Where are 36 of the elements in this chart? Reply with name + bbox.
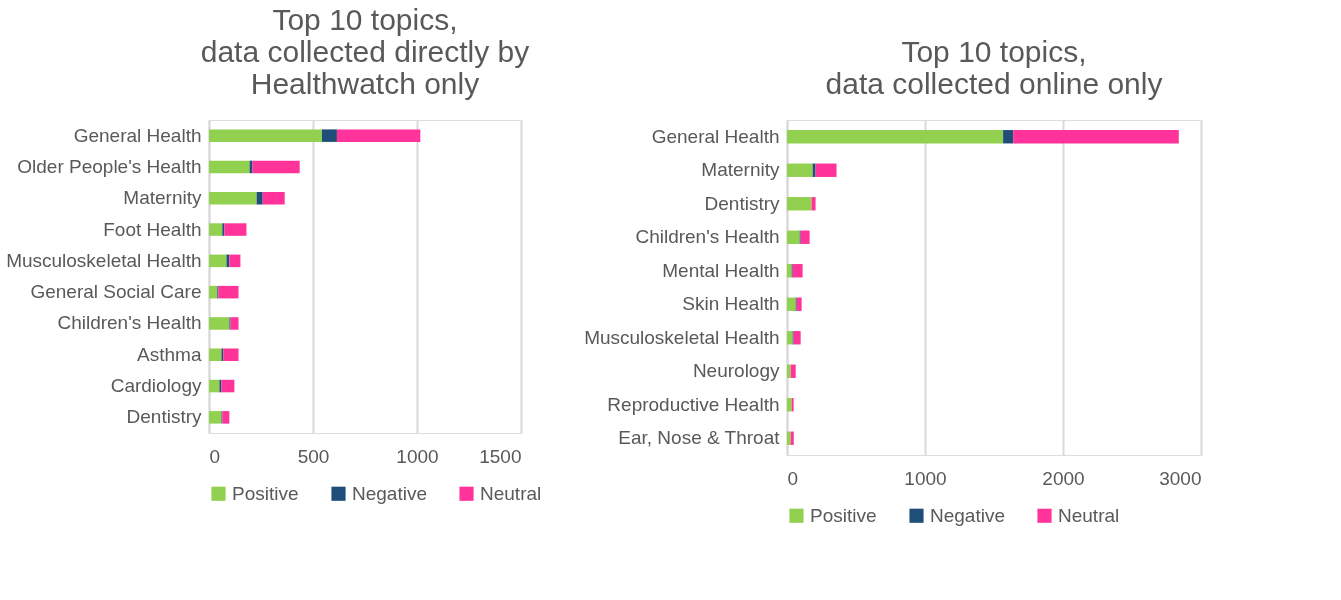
legend-label: Positive [810,504,877,526]
y-tick-label: Children's Health [635,226,780,248]
x-tick-label: 1500 [479,445,522,467]
y-tick-label: Asthma [137,343,202,365]
y-tick-label: Children's Health [57,312,202,334]
y-tick-label: Musculoskeletal Health [584,326,780,348]
chart-title: Top 10 topics, data collected directly by Healthwatch only [200,3,530,100]
y-tick-label: Older People's Health [17,155,202,177]
y-tick-label: Skin Health [682,293,780,315]
y-tick-label: Mental Health [662,259,780,281]
x-tick-label: 1000 [904,467,947,489]
x-tick-label: 2000 [1042,467,1085,489]
y-tick-label: Dentistry [126,406,202,428]
x-tick-label: 0 [787,467,799,489]
y-tick-label: General Health [651,125,780,147]
x-tick-label: 3000 [1159,467,1202,489]
y-tick-label: Maternity [701,159,780,181]
y-tick-label: Dentistry [704,192,780,214]
x-tick-label: 0 [209,445,221,467]
chart-title: Top 10 topics, data collected online only [825,35,1163,100]
y-tick-label: Foot Health [103,218,202,240]
y-tick-label: Cardiology [110,375,202,397]
legend-label: Neutral [480,482,542,504]
legend-label: Negative [930,504,1005,526]
legend-label: Neutral [1058,504,1120,526]
y-tick-label: General Social Care [30,281,202,303]
y-tick-label: Musculoskeletal Health [6,249,202,271]
y-tick-label: General Health [73,124,202,146]
y-tick-label: Maternity [123,187,202,209]
legend-label: Negative [352,482,427,504]
x-tick-label: 1000 [396,445,439,467]
x-tick-label: 500 [297,445,330,467]
y-tick-label: Ear, Nose & Throat [618,427,781,449]
y-tick-label: Neurology [692,360,780,382]
legend-label: Positive [232,482,299,504]
y-tick-label: Reproductive Health [607,393,780,415]
